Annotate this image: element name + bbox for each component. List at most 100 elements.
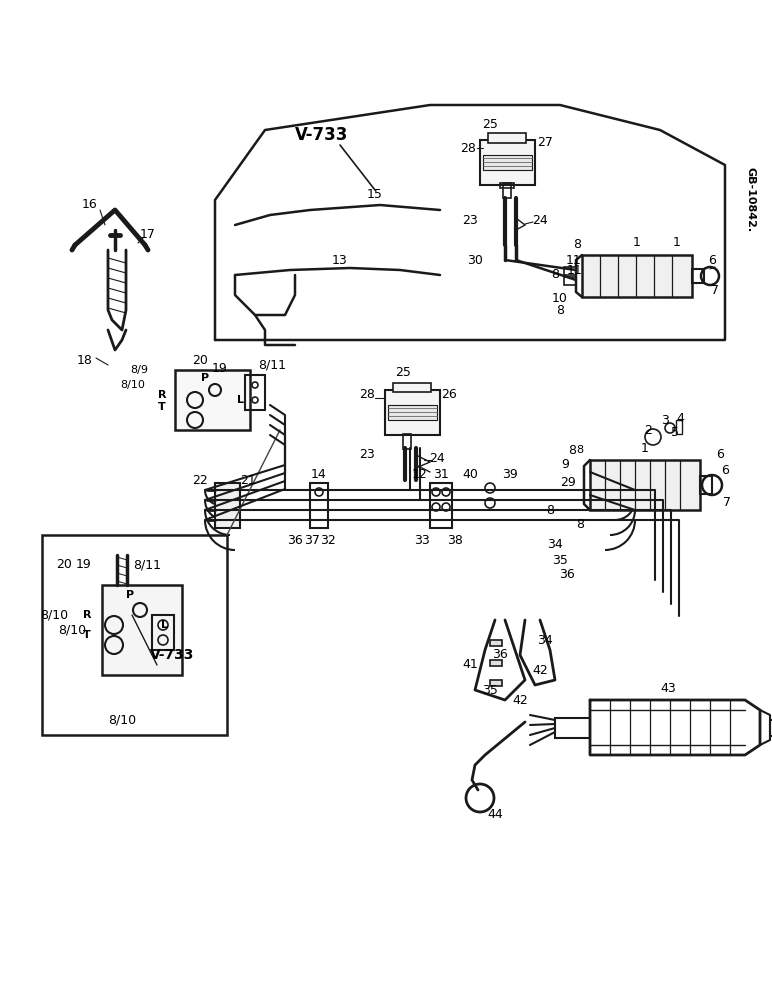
Text: 26: 26 bbox=[441, 388, 457, 401]
Bar bbox=[245, 375, 265, 410]
Text: 34: 34 bbox=[537, 634, 553, 647]
Text: 8/11: 8/11 bbox=[258, 359, 286, 371]
Text: 41: 41 bbox=[462, 658, 478, 672]
Bar bbox=[483, 155, 532, 170]
Bar bbox=[215, 483, 240, 528]
Text: 10: 10 bbox=[552, 292, 568, 304]
Bar bbox=[555, 718, 590, 738]
Text: 27: 27 bbox=[537, 136, 553, 149]
Text: 28: 28 bbox=[359, 388, 375, 401]
Text: 18: 18 bbox=[77, 354, 93, 366]
Text: 8: 8 bbox=[577, 445, 584, 455]
Bar bbox=[490, 660, 502, 666]
Bar bbox=[490, 640, 502, 646]
Text: 15: 15 bbox=[367, 188, 383, 202]
Bar bbox=[488, 133, 526, 143]
Text: 31: 31 bbox=[433, 468, 449, 482]
Text: 35: 35 bbox=[552, 554, 568, 566]
Text: 8: 8 bbox=[573, 238, 581, 251]
Text: L: L bbox=[236, 395, 243, 405]
Text: GB-10842.: GB-10842. bbox=[745, 167, 755, 233]
Text: 33: 33 bbox=[414, 534, 430, 546]
Text: 42: 42 bbox=[532, 664, 548, 676]
Bar bbox=[770, 720, 772, 736]
Text: T: T bbox=[158, 402, 166, 412]
Text: 6: 6 bbox=[716, 448, 724, 462]
Text: 19: 19 bbox=[76, 558, 92, 572]
Text: 9: 9 bbox=[561, 458, 569, 472]
Bar bbox=[102, 585, 182, 675]
Text: 3: 3 bbox=[661, 414, 669, 426]
Text: 8: 8 bbox=[576, 518, 584, 532]
Bar bbox=[175, 370, 250, 430]
Text: 25: 25 bbox=[395, 365, 411, 378]
Text: 17: 17 bbox=[140, 229, 156, 241]
Text: 20: 20 bbox=[56, 558, 72, 572]
Bar bbox=[310, 483, 328, 528]
Text: 4: 4 bbox=[676, 412, 684, 424]
Bar bbox=[582, 255, 692, 297]
Text: 43: 43 bbox=[660, 682, 676, 694]
Bar bbox=[490, 680, 502, 686]
Bar bbox=[393, 383, 431, 392]
Text: 12: 12 bbox=[412, 468, 428, 482]
Text: 8: 8 bbox=[551, 268, 559, 282]
Text: 37: 37 bbox=[304, 534, 320, 546]
Text: 8: 8 bbox=[546, 504, 554, 516]
Text: 8/10: 8/10 bbox=[40, 608, 68, 621]
Text: 16: 16 bbox=[82, 198, 98, 212]
Bar bbox=[676, 420, 682, 434]
Text: 30: 30 bbox=[467, 253, 483, 266]
Text: 5: 5 bbox=[671, 426, 679, 438]
Text: 40: 40 bbox=[462, 468, 478, 482]
Bar bbox=[692, 269, 704, 283]
Text: 32: 32 bbox=[320, 534, 336, 546]
Text: 8/9: 8/9 bbox=[130, 365, 148, 375]
Text: P: P bbox=[201, 373, 209, 383]
Bar bbox=[385, 390, 440, 435]
Bar bbox=[388, 405, 437, 420]
Text: 6: 6 bbox=[721, 464, 729, 477]
Text: 6: 6 bbox=[708, 253, 716, 266]
Bar bbox=[503, 183, 511, 198]
Text: 11: 11 bbox=[567, 263, 583, 276]
Text: 36: 36 bbox=[559, 568, 575, 582]
Text: P: P bbox=[126, 590, 134, 600]
Text: T: T bbox=[83, 630, 91, 640]
Bar bbox=[590, 460, 700, 510]
Text: 23: 23 bbox=[462, 214, 478, 227]
Text: R: R bbox=[83, 610, 91, 620]
Bar bbox=[42, 535, 227, 735]
Bar bbox=[480, 140, 535, 185]
Bar bbox=[564, 277, 576, 285]
Text: V-733: V-733 bbox=[150, 648, 195, 662]
Bar bbox=[152, 615, 174, 650]
Text: 13: 13 bbox=[332, 253, 348, 266]
Text: 8: 8 bbox=[556, 304, 564, 316]
Text: 21: 21 bbox=[240, 474, 256, 487]
Text: 7: 7 bbox=[723, 495, 731, 508]
Text: 8/11: 8/11 bbox=[133, 558, 161, 572]
Text: 36: 36 bbox=[492, 648, 508, 662]
Bar bbox=[564, 267, 576, 275]
Text: 25: 25 bbox=[482, 118, 498, 131]
Text: 44: 44 bbox=[487, 808, 503, 822]
Text: 34: 34 bbox=[547, 538, 563, 552]
Text: 14: 14 bbox=[311, 468, 327, 482]
Text: 8/10: 8/10 bbox=[120, 380, 145, 390]
Text: 2: 2 bbox=[644, 424, 652, 436]
Text: 24: 24 bbox=[429, 452, 445, 464]
Text: 11: 11 bbox=[566, 253, 582, 266]
Text: V-733: V-733 bbox=[295, 126, 348, 144]
Text: 35: 35 bbox=[482, 684, 498, 696]
Text: 28: 28 bbox=[460, 141, 476, 154]
Text: 42: 42 bbox=[512, 694, 528, 706]
Text: 1: 1 bbox=[641, 442, 649, 454]
Text: 22: 22 bbox=[192, 474, 208, 487]
Text: 36: 36 bbox=[287, 534, 303, 546]
Bar bbox=[700, 476, 712, 494]
Text: L: L bbox=[161, 620, 168, 630]
Bar bbox=[430, 483, 452, 528]
Text: 7: 7 bbox=[711, 284, 719, 296]
Text: 24: 24 bbox=[532, 214, 548, 227]
